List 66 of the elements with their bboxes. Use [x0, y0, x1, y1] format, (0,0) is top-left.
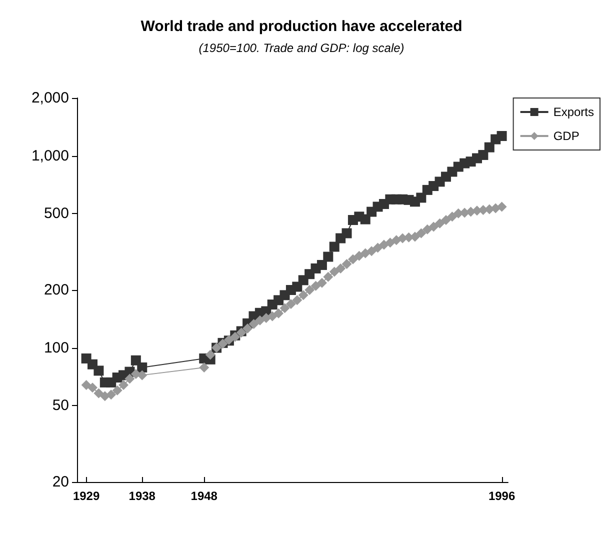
point: [310, 280, 321, 291]
y-tick-label: 20: [52, 474, 69, 490]
point: [267, 311, 278, 322]
point: [378, 240, 389, 250]
point: [422, 224, 432, 234]
point: [274, 308, 284, 318]
chart-subtitle: (1950=100. Trade and GDP: log scale): [198, 41, 404, 55]
y-tick-label: 100: [44, 339, 69, 356]
point: [478, 150, 488, 160]
y-tick-label: 50: [52, 397, 69, 414]
point: [88, 382, 98, 393]
point: [316, 260, 327, 270]
point: [304, 285, 315, 295]
point: [360, 214, 370, 224]
x-tick-label: 1948: [190, 489, 218, 503]
point: [336, 263, 346, 274]
point: [484, 142, 494, 152]
point: [106, 390, 116, 400]
point: [496, 202, 507, 212]
point: [366, 246, 377, 256]
point: [137, 362, 148, 372]
point: [94, 366, 104, 376]
point: [81, 380, 92, 390]
chart-title: World trade and production have accelerated: [140, 18, 462, 35]
point: [354, 250, 364, 261]
x-tick-label: 1929: [72, 489, 100, 503]
point: [342, 228, 352, 238]
point: [112, 385, 122, 396]
point: [372, 242, 383, 253]
point: [292, 295, 302, 306]
point: [254, 315, 265, 326]
x-tick-label: 1996: [488, 489, 516, 503]
point: [348, 254, 358, 264]
point: [447, 212, 458, 222]
point: [316, 278, 327, 288]
y-tick-label: 1,000: [31, 147, 69, 164]
y-tick-label: 2,000: [31, 90, 69, 106]
point: [248, 319, 259, 330]
point: [118, 380, 129, 390]
point: [298, 290, 308, 300]
point: [342, 259, 352, 270]
point: [329, 266, 340, 277]
point: [434, 218, 445, 228]
point: [329, 242, 340, 252]
point: [416, 192, 426, 203]
point: [428, 222, 439, 232]
x-tick-label: 1938: [128, 489, 156, 503]
point: [385, 238, 396, 248]
point: [416, 228, 426, 238]
point: [124, 374, 135, 384]
point: [242, 324, 253, 334]
point: [496, 131, 507, 141]
point: [490, 203, 501, 214]
point: [280, 303, 290, 314]
point: [440, 215, 451, 226]
legend-label: Exports: [553, 105, 594, 119]
point: [323, 252, 334, 262]
point: [205, 350, 216, 360]
point: [94, 388, 104, 398]
y-tick-label: 200: [44, 282, 69, 298]
y-tick-label: 500: [44, 205, 69, 222]
legend-label: GDP: [553, 129, 580, 143]
point: [137, 370, 148, 380]
point: [286, 299, 296, 310]
point: [323, 272, 334, 282]
point: [199, 362, 210, 372]
